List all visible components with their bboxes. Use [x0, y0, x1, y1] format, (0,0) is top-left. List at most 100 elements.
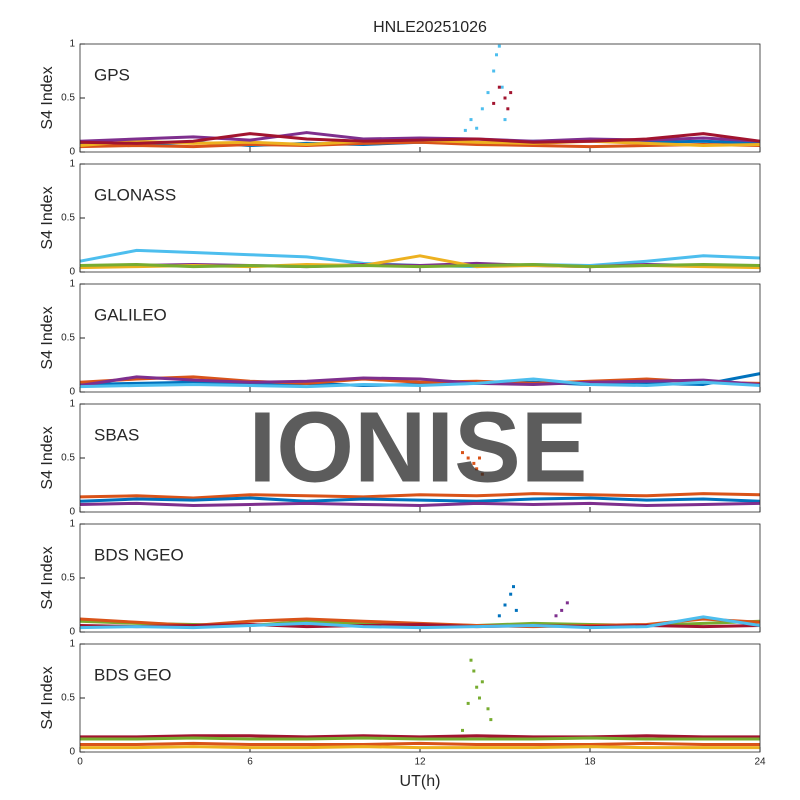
- x-axis-label: UT(h): [400, 773, 441, 790]
- y-tick-label: 0: [69, 627, 75, 638]
- series-line: [79, 132, 761, 145]
- x-tick-label: 0: [77, 757, 83, 768]
- panel-label: SBAS: [94, 425, 139, 444]
- y-tick-label: 1: [69, 399, 75, 410]
- series-line: [80, 736, 760, 741]
- plot-area: [80, 284, 760, 392]
- data-point: [475, 126, 479, 130]
- data-point: [478, 456, 481, 460]
- data-point: [503, 96, 507, 100]
- plot-frame: [79, 523, 761, 633]
- data-point: [469, 658, 473, 662]
- data-point: [466, 701, 470, 705]
- data-point: [475, 467, 479, 471]
- series-group: [79, 585, 761, 630]
- plot-area: [80, 524, 760, 632]
- data-point: [461, 451, 464, 455]
- data-point: [480, 680, 484, 684]
- y-tick-label: 1: [69, 279, 75, 290]
- series-line: [80, 734, 760, 739]
- plot-frame: [79, 403, 761, 513]
- series-line: [79, 140, 761, 149]
- series-line: [79, 492, 761, 500]
- y-tick-label: 0: [69, 507, 75, 518]
- x-tick-label: 6: [247, 757, 253, 768]
- data-point: [480, 472, 484, 476]
- y-tick-label: 0: [69, 387, 75, 398]
- y-axis-label: S4 Index: [39, 186, 56, 249]
- series-group: [79, 44, 761, 149]
- data-point: [497, 614, 501, 618]
- series-line: [79, 615, 761, 630]
- data-point: [472, 669, 476, 673]
- data-point: [492, 69, 496, 73]
- panel-label: GLONASS: [94, 185, 176, 204]
- y-tick-label: 1: [69, 159, 75, 170]
- y-tick-label: 1: [69, 39, 75, 50]
- y-tick-label: 0.5: [61, 333, 75, 344]
- plot-area: [80, 644, 760, 752]
- panel-label: BDS NGEO: [94, 545, 184, 564]
- data-point: [469, 118, 473, 122]
- data-point: [506, 107, 510, 111]
- data-point: [560, 608, 564, 612]
- data-point: [500, 85, 504, 89]
- data-point: [497, 85, 501, 89]
- x-tick-label: 24: [754, 757, 766, 768]
- y-tick-label: 0.5: [61, 573, 75, 584]
- data-point: [509, 592, 513, 596]
- y-axis-label: S4 Index: [39, 426, 56, 489]
- series-line: [79, 501, 761, 508]
- plot-frame: [79, 163, 761, 273]
- data-point: [497, 44, 501, 48]
- data-point: [509, 91, 513, 95]
- series-line: [79, 496, 761, 503]
- data-point: [486, 707, 490, 711]
- figure-title: HNLE20251026: [373, 19, 487, 36]
- y-axis-label: S4 Index: [39, 666, 56, 729]
- data-point: [461, 728, 464, 732]
- data-point: [480, 107, 484, 111]
- x-tick-label: 12: [414, 757, 426, 768]
- plot-frame: [79, 283, 761, 393]
- data-point: [475, 685, 479, 689]
- y-axis-label: S4 Index: [39, 306, 56, 369]
- y-tick-label: 0.5: [61, 453, 75, 464]
- data-point: [463, 128, 467, 132]
- series-group: [80, 658, 760, 750]
- series-line: [79, 377, 761, 389]
- series-group: [79, 451, 761, 508]
- data-point: [554, 614, 558, 618]
- series-line: [79, 375, 761, 385]
- y-tick-label: 0.5: [61, 693, 75, 704]
- data-point: [489, 718, 493, 722]
- series-line: [79, 262, 761, 269]
- data-point: [495, 53, 498, 57]
- data-point: [565, 601, 569, 605]
- watermark: IONISE: [249, 391, 588, 503]
- series-group: [79, 248, 761, 270]
- y-tick-label: 0.5: [61, 93, 75, 104]
- data-point: [486, 91, 490, 95]
- y-tick-label: 0: [69, 147, 75, 158]
- series-line: [80, 745, 760, 750]
- data-point: [503, 118, 507, 122]
- data-point: [512, 585, 515, 589]
- data-point: [503, 603, 507, 607]
- data-point: [472, 461, 476, 465]
- y-axis-label: S4 Index: [39, 66, 56, 129]
- y-tick-label: 0.5: [61, 213, 75, 224]
- plot-frame: [79, 643, 761, 753]
- panel-label: GPS: [94, 65, 130, 84]
- x-tick-label: 18: [584, 757, 596, 768]
- data-point: [478, 696, 481, 700]
- panel-label: GALILEO: [94, 305, 167, 324]
- data-point: [492, 101, 496, 105]
- series-line: [80, 741, 760, 746]
- data-point: [514, 608, 518, 612]
- y-tick-label: 0: [69, 747, 75, 758]
- y-tick-label: 1: [69, 519, 75, 530]
- series-line: [79, 375, 761, 388]
